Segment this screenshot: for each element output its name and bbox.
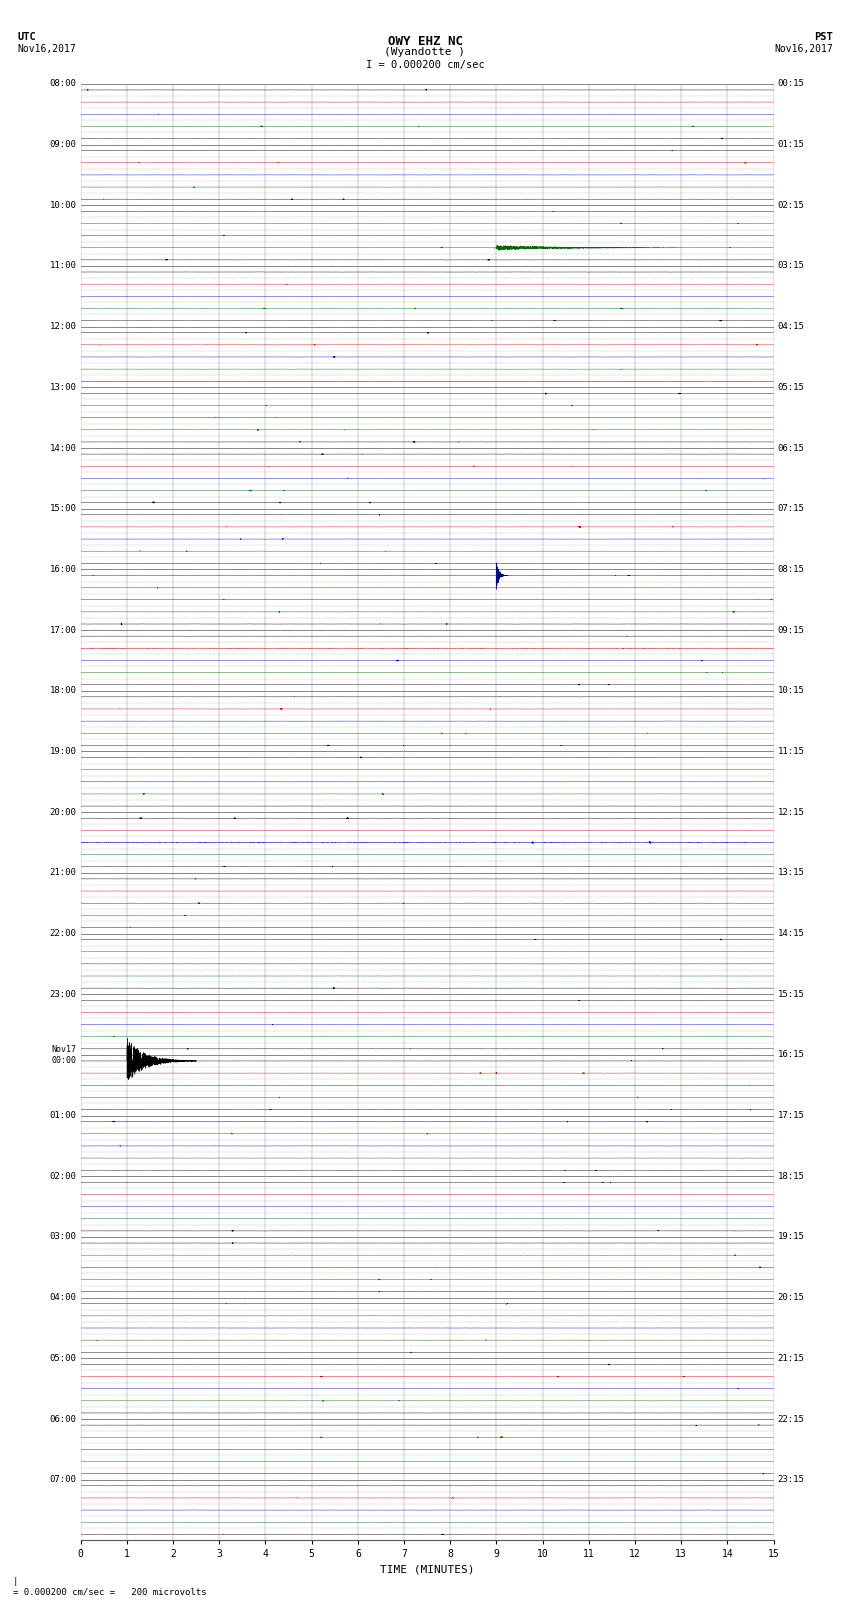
Text: 07:00: 07:00 <box>49 1476 76 1484</box>
Text: 21:15: 21:15 <box>778 1353 805 1363</box>
Text: 04:00: 04:00 <box>49 1294 76 1302</box>
Text: 09:15: 09:15 <box>778 626 805 634</box>
Text: Nov17
00:00: Nov17 00:00 <box>52 1045 76 1065</box>
Text: 01:15: 01:15 <box>778 140 805 148</box>
Text: 15:15: 15:15 <box>778 990 805 998</box>
Text: 16:00: 16:00 <box>49 565 76 574</box>
Text: 23:00: 23:00 <box>49 990 76 998</box>
Text: I = 0.000200 cm/sec: I = 0.000200 cm/sec <box>366 60 484 69</box>
Text: 12:15: 12:15 <box>778 808 805 816</box>
Text: 17:15: 17:15 <box>778 1111 805 1119</box>
Text: 18:00: 18:00 <box>49 686 76 695</box>
Text: 19:00: 19:00 <box>49 747 76 756</box>
Text: 12:00: 12:00 <box>49 323 76 331</box>
Text: PST: PST <box>814 32 833 42</box>
Text: 07:15: 07:15 <box>778 505 805 513</box>
Text: 17:00: 17:00 <box>49 626 76 634</box>
Text: 14:15: 14:15 <box>778 929 805 939</box>
Text: 16:15: 16:15 <box>778 1050 805 1060</box>
Text: 20:15: 20:15 <box>778 1294 805 1302</box>
Text: 08:00: 08:00 <box>49 79 76 89</box>
Text: 06:00: 06:00 <box>49 1415 76 1424</box>
Text: 10:00: 10:00 <box>49 200 76 210</box>
Text: 05:00: 05:00 <box>49 1353 76 1363</box>
Text: 13:15: 13:15 <box>778 868 805 877</box>
Text: 00:15: 00:15 <box>778 79 805 89</box>
Text: |
= 0.000200 cm/sec =   200 microvolts: | = 0.000200 cm/sec = 200 microvolts <box>13 1578 207 1597</box>
Text: 08:15: 08:15 <box>778 565 805 574</box>
Text: 19:15: 19:15 <box>778 1232 805 1242</box>
Text: 20:00: 20:00 <box>49 808 76 816</box>
Text: 02:15: 02:15 <box>778 200 805 210</box>
Text: 03:00: 03:00 <box>49 1232 76 1242</box>
Text: 04:15: 04:15 <box>778 323 805 331</box>
Text: 21:00: 21:00 <box>49 868 76 877</box>
Text: 11:15: 11:15 <box>778 747 805 756</box>
Text: 02:00: 02:00 <box>49 1171 76 1181</box>
Text: 22:15: 22:15 <box>778 1415 805 1424</box>
Text: Nov16,2017: Nov16,2017 <box>17 44 76 53</box>
Text: 03:15: 03:15 <box>778 261 805 271</box>
Text: UTC: UTC <box>17 32 36 42</box>
Text: 10:15: 10:15 <box>778 686 805 695</box>
Text: 05:15: 05:15 <box>778 382 805 392</box>
Text: 11:00: 11:00 <box>49 261 76 271</box>
Text: 13:00: 13:00 <box>49 382 76 392</box>
Text: 23:15: 23:15 <box>778 1476 805 1484</box>
Text: 18:15: 18:15 <box>778 1171 805 1181</box>
Text: 06:15: 06:15 <box>778 444 805 453</box>
Text: 09:00: 09:00 <box>49 140 76 148</box>
Text: 01:00: 01:00 <box>49 1111 76 1119</box>
Text: Nov16,2017: Nov16,2017 <box>774 44 833 53</box>
Text: (Wyandotte ): (Wyandotte ) <box>384 47 466 56</box>
Text: OWY EHZ NC: OWY EHZ NC <box>388 35 462 48</box>
X-axis label: TIME (MINUTES): TIME (MINUTES) <box>380 1565 474 1574</box>
Text: 22:00: 22:00 <box>49 929 76 939</box>
Text: 15:00: 15:00 <box>49 505 76 513</box>
Text: 14:00: 14:00 <box>49 444 76 453</box>
